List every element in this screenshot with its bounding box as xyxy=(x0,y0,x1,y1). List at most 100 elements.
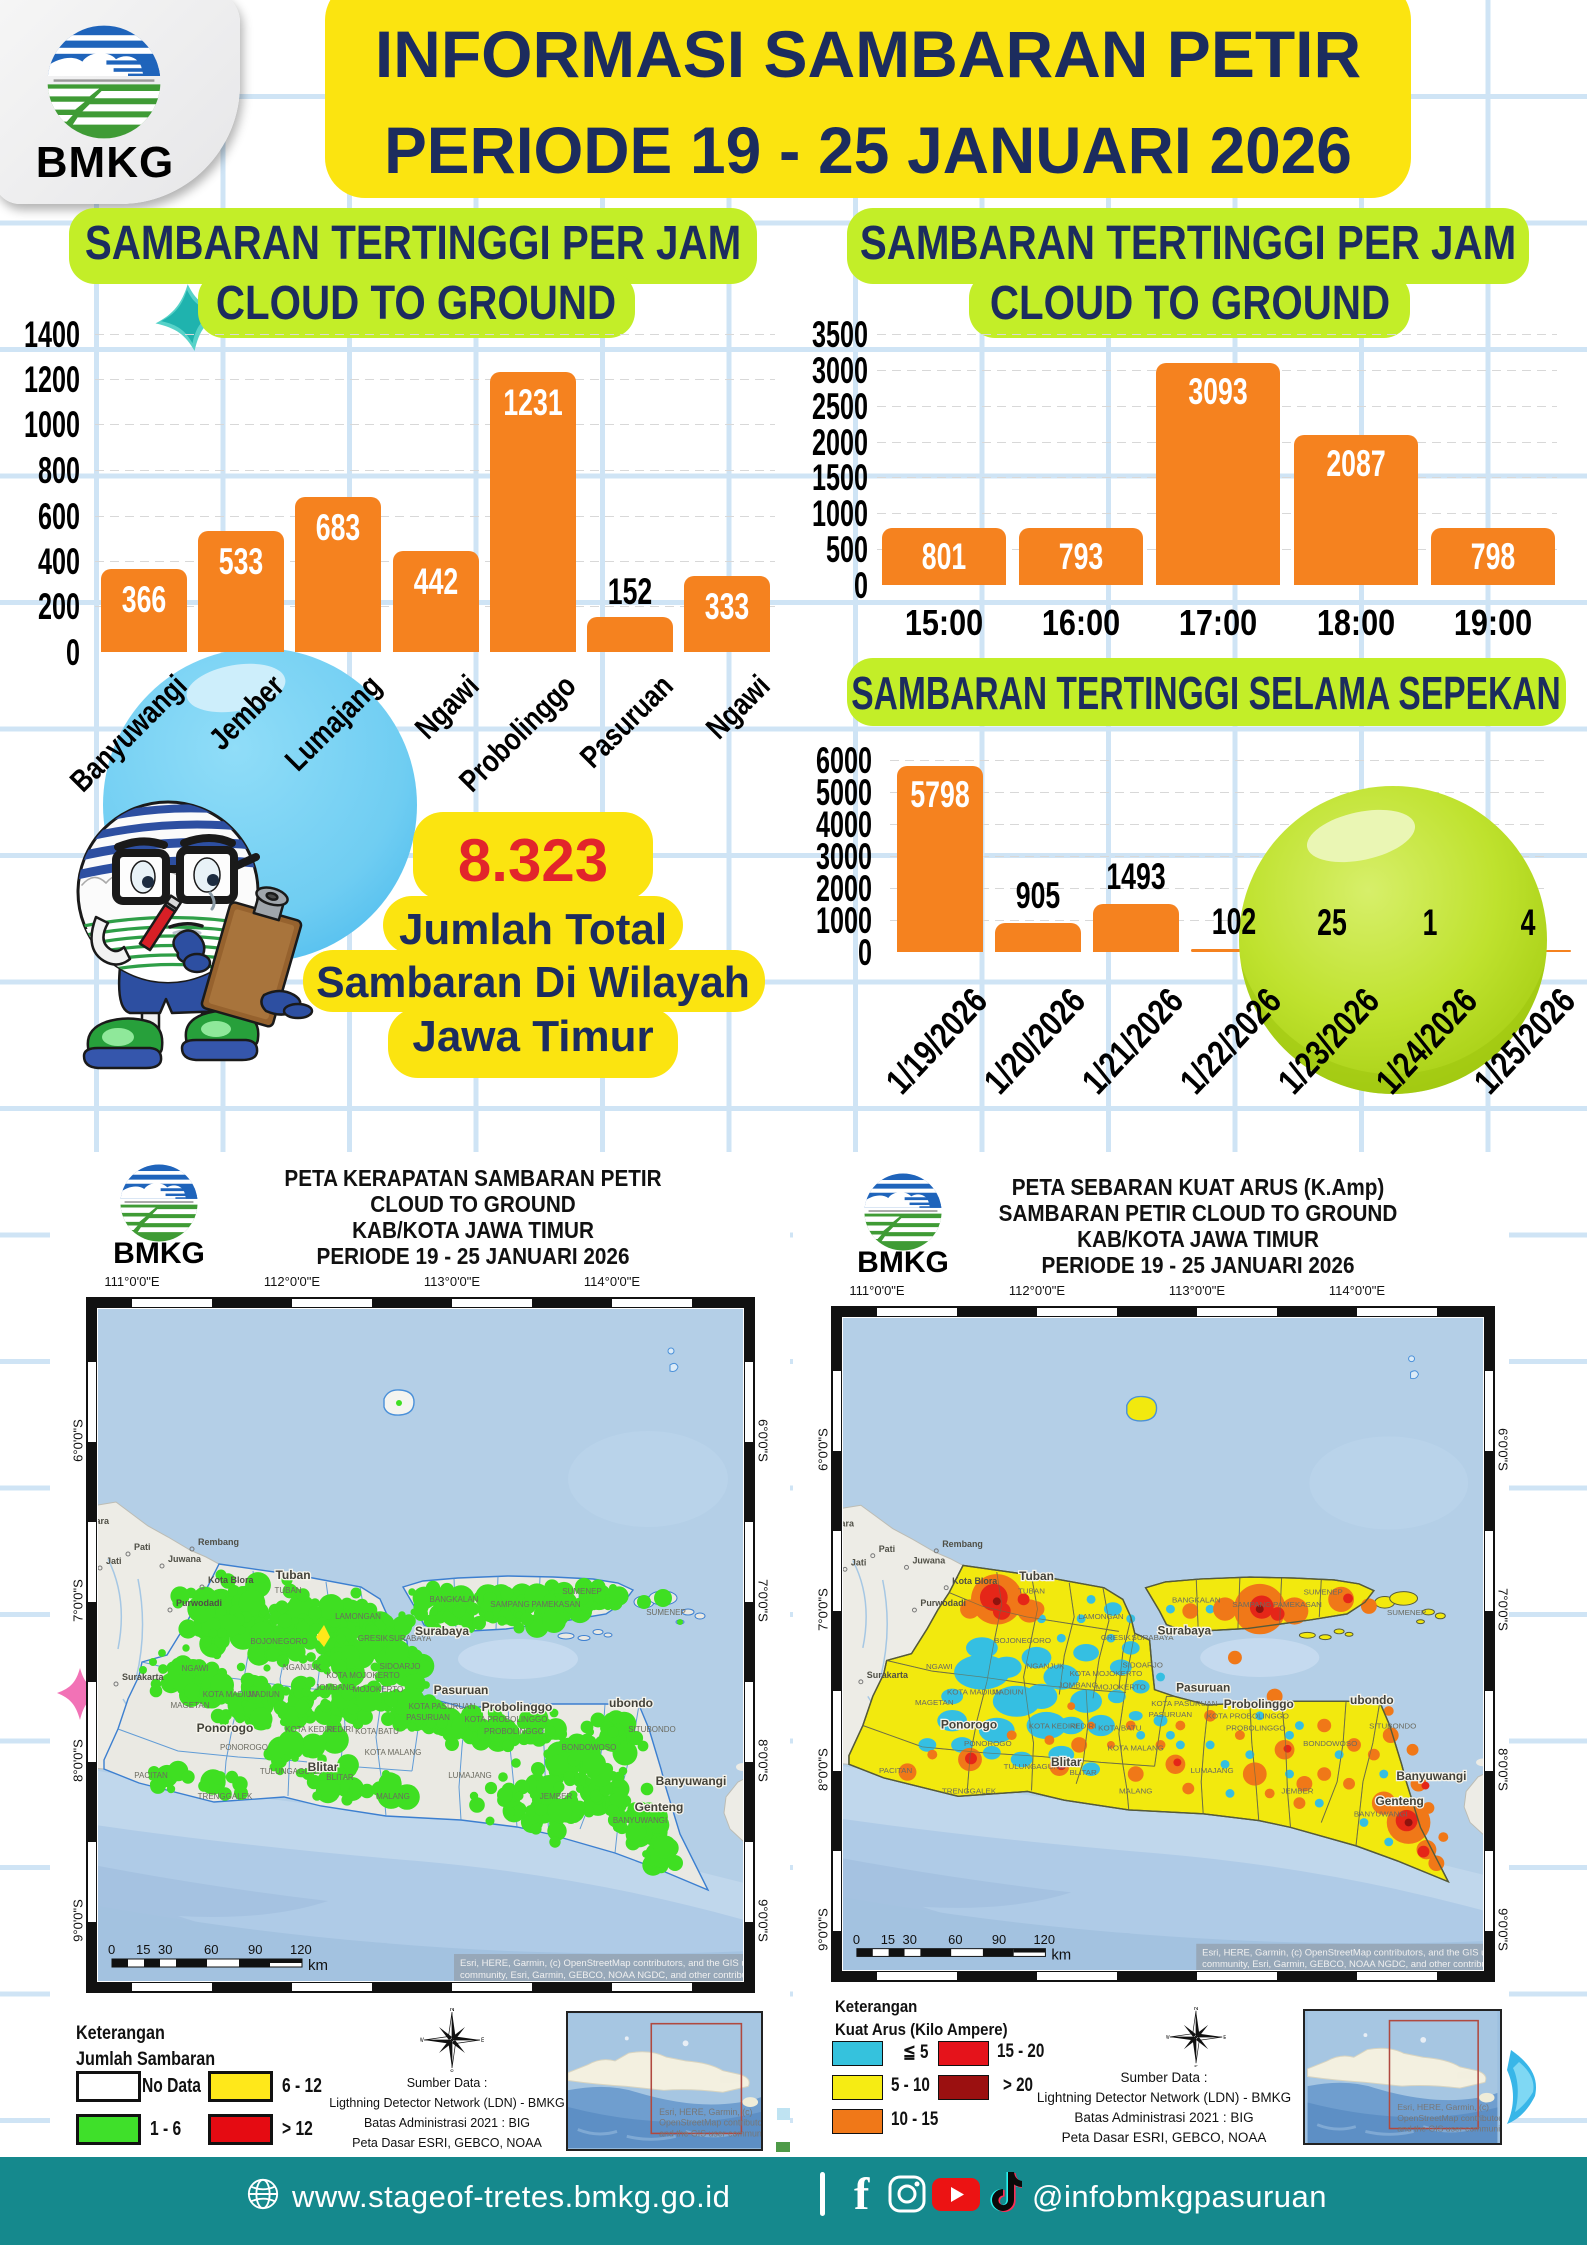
svg-text:NGAWI: NGAWI xyxy=(182,1664,209,1673)
svg-text:TULUNGAGUNG: TULUNGAGUNG xyxy=(1004,1762,1066,1771)
svg-text:Kota Blora: Kota Blora xyxy=(952,1576,997,1586)
svg-text:W: W xyxy=(420,2038,424,2044)
svg-text:Ponorogo: Ponorogo xyxy=(197,1721,254,1735)
svg-text:Genteng: Genteng xyxy=(1376,1795,1424,1808)
svg-text:0: 0 xyxy=(853,1932,860,1947)
svg-text:PACITAN: PACITAN xyxy=(879,1766,913,1775)
svg-text:NGAWI: NGAWI xyxy=(926,1662,953,1671)
svg-text:ubondo: ubondo xyxy=(609,1696,653,1710)
svg-text:Pati: Pati xyxy=(134,1542,151,1552)
svg-text:TRENGGALEK: TRENGGALEK xyxy=(942,1786,997,1795)
svg-text:Genteng: Genteng xyxy=(635,1800,684,1814)
svg-text:PASURUAN: PASURUAN xyxy=(1149,1710,1193,1719)
svg-text:Surabaya: Surabaya xyxy=(1158,1624,1212,1637)
svg-text:Blitar: Blitar xyxy=(1051,1756,1082,1769)
svg-text:KOTA MOJOKERTO: KOTA MOJOKERTO xyxy=(326,1671,399,1680)
svg-text:E: E xyxy=(1223,2035,1226,2041)
svg-text:KOTA KEDIRI: KOTA KEDIRI xyxy=(285,1725,335,1734)
svg-text:15: 15 xyxy=(881,1932,895,1947)
svg-text:and the GIS user community: and the GIS user community xyxy=(659,2128,761,2138)
svg-text:NGANJUK: NGANJUK xyxy=(1026,1661,1065,1670)
svg-text:GRESIK: GRESIK xyxy=(1101,1633,1132,1642)
svg-text:para: para xyxy=(843,1519,854,1529)
svg-text:Ponorogo: Ponorogo xyxy=(941,1719,997,1732)
svg-text:JOMBANG: JOMBANG xyxy=(1059,1681,1098,1690)
svg-text:LUMAJANG: LUMAJANG xyxy=(1191,1766,1234,1775)
svg-text:Surakarta: Surakarta xyxy=(867,1670,908,1680)
svg-text:OpenStreetMap contributors,: OpenStreetMap contributors, xyxy=(1397,2113,1500,2123)
svg-text:Kota Blora: Kota Blora xyxy=(208,1575,255,1585)
svg-text:SITUBONDO: SITUBONDO xyxy=(628,1725,676,1734)
svg-text:BONDOWOSO: BONDOWOSO xyxy=(562,1743,617,1752)
svg-text:30: 30 xyxy=(903,1932,917,1947)
svg-text:SURABAYA: SURABAYA xyxy=(389,1634,432,1643)
svg-text:GRESIK: GRESIK xyxy=(358,1634,389,1643)
svg-text:PAMEKASAN: PAMEKASAN xyxy=(1273,1600,1322,1609)
svg-text:Surakarta: Surakarta xyxy=(122,1672,165,1682)
svg-text:SUMENEP: SUMENEP xyxy=(562,1587,602,1596)
svg-text:km: km xyxy=(308,1957,328,1974)
svg-text:km: km xyxy=(1051,1947,1071,1963)
svg-text:TULUNGAGUNG: TULUNGAGUNG xyxy=(260,1767,322,1776)
svg-text:NGANJUK: NGANJUK xyxy=(283,1663,322,1672)
svg-text:PONOROGO: PONOROGO xyxy=(220,1743,268,1752)
svg-text:120: 120 xyxy=(290,1942,312,1957)
svg-text:SUMENEP: SUMENEP xyxy=(1304,1588,1343,1597)
svg-text:15: 15 xyxy=(136,1942,150,1957)
svg-text:Purwodadi: Purwodadi xyxy=(176,1598,222,1608)
svg-text:Tuban: Tuban xyxy=(1019,1570,1054,1583)
svg-text:JOMBANG: JOMBANG xyxy=(315,1683,355,1692)
svg-text:and the GIS user community: and the GIS user community xyxy=(1397,2123,1500,2133)
svg-text:Esri, HERE, Garmin, (c): Esri, HERE, Garmin, (c) xyxy=(659,2107,752,2117)
svg-text:60: 60 xyxy=(948,1932,962,1947)
svg-text:MADIUN: MADIUN xyxy=(992,1688,1024,1697)
svg-text:MAGETAN: MAGETAN xyxy=(915,1698,954,1707)
svg-text:BANGKALAN: BANGKALAN xyxy=(1172,1595,1221,1604)
svg-text:SUMENEP: SUMENEP xyxy=(1387,1608,1426,1617)
svg-text:SURABAYA: SURABAYA xyxy=(1132,1633,1175,1642)
svg-text:Rembang: Rembang xyxy=(942,1539,983,1549)
svg-text:KOTA PROBOLINGGO: KOTA PROBOLINGGO xyxy=(1207,1712,1289,1721)
svg-text:TUBAN: TUBAN xyxy=(1018,1587,1045,1596)
svg-text:community, Esri, Garmin, GEBCO: community, Esri, Garmin, GEBCO, NOAA NGD… xyxy=(460,1970,743,1981)
svg-text:BLITAR: BLITAR xyxy=(326,1773,354,1782)
svg-text:KOTA MALANG: KOTA MALANG xyxy=(365,1748,422,1757)
svg-text:PASURUAN: PASURUAN xyxy=(406,1713,450,1722)
svg-text:MOJOKERTO: MOJOKERTO xyxy=(1096,1683,1146,1692)
svg-text:KOTA MADIUN: KOTA MADIUN xyxy=(947,1688,1001,1697)
svg-text:Pati: Pati xyxy=(879,1544,895,1554)
svg-text:KOTA PROBOLINGGO: KOTA PROBOLINGGO xyxy=(465,1715,548,1724)
svg-text:Pasuruan: Pasuruan xyxy=(434,1683,489,1697)
svg-text:60: 60 xyxy=(204,1942,218,1957)
svg-text:PAMEKASAN: PAMEKASAN xyxy=(531,1600,580,1609)
svg-text:community, Esri, Garmin, GEBCO: community, Esri, Garmin, GEBCO, NOAA NGD… xyxy=(1202,1959,1483,1969)
svg-text:Purwodadi: Purwodadi xyxy=(920,1598,966,1608)
svg-text:TUBAN: TUBAN xyxy=(274,1586,301,1595)
svg-text:SIDOARJO: SIDOARJO xyxy=(380,1662,421,1671)
svg-text:Rembang: Rembang xyxy=(198,1537,239,1547)
svg-text:Banyuwangi: Banyuwangi xyxy=(1396,1770,1466,1783)
svg-text:LAMONGAN: LAMONGAN xyxy=(1078,1612,1124,1621)
svg-text:Juwana: Juwana xyxy=(912,1556,945,1566)
svg-text:KOTA MALANG: KOTA MALANG xyxy=(1108,1744,1164,1753)
svg-text:KEDIRI: KEDIRI xyxy=(327,1725,354,1734)
svg-text:MADIUN: MADIUN xyxy=(248,1690,280,1699)
svg-text:S: S xyxy=(450,2070,454,2072)
svg-text:N: N xyxy=(1194,2007,1199,2012)
svg-text:SITUBONDO: SITUBONDO xyxy=(1369,1721,1416,1730)
svg-text:ubondo: ubondo xyxy=(1350,1694,1394,1707)
svg-text:Blitar: Blitar xyxy=(308,1760,339,1774)
svg-text:PACITAN: PACITAN xyxy=(134,1771,168,1780)
svg-text:KOTA MOJOKERTO: KOTA MOJOKERTO xyxy=(1070,1669,1143,1678)
svg-text:OpenStreetMap contributors,: OpenStreetMap contributors, xyxy=(659,2118,761,2128)
svg-text:BLITAR: BLITAR xyxy=(1070,1768,1098,1777)
svg-text:KOTA BATU: KOTA BATU xyxy=(355,1727,399,1736)
svg-text:BOJONEGORO: BOJONEGORO xyxy=(250,1637,307,1646)
svg-text:S: S xyxy=(1194,2065,1198,2067)
svg-text:Esri, HERE, Garmin, (c) OpenSt: Esri, HERE, Garmin, (c) OpenStreetMap co… xyxy=(460,1958,743,1969)
svg-text:0: 0 xyxy=(108,1942,115,1957)
svg-text:W: W xyxy=(1166,2035,1170,2041)
svg-text:KOTA KEDIRI: KOTA KEDIRI xyxy=(1029,1721,1078,1730)
svg-text:Surabaya: Surabaya xyxy=(415,1624,469,1638)
svg-text:Jati: Jati xyxy=(106,1556,122,1566)
